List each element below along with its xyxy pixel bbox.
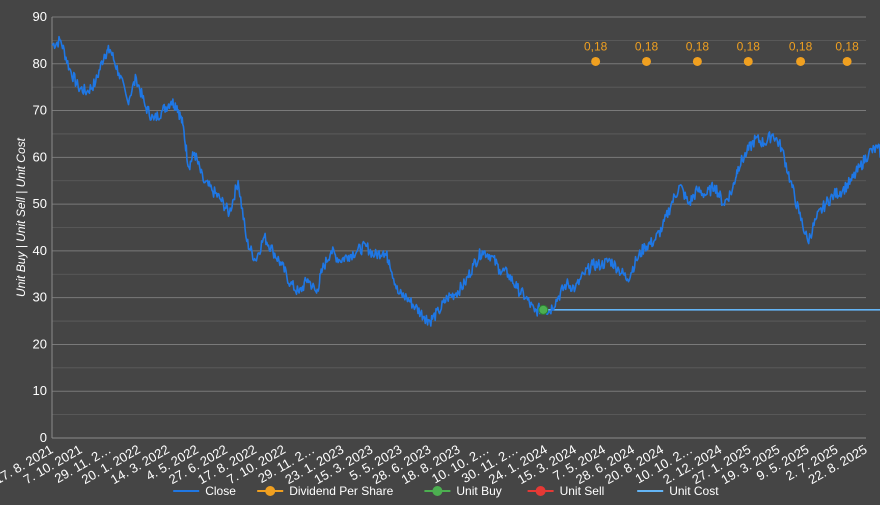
dividend-point (743, 56, 753, 66)
legend-item[interactable]: Unit Sell (527, 484, 605, 498)
dividend-data-label: 0,18 (635, 39, 659, 53)
legend-label: Unit Buy (456, 484, 501, 498)
legend-marker-icon (265, 486, 276, 496)
y-tick-label: 90 (33, 9, 47, 24)
dividend-data-label: 0,18 (789, 39, 813, 53)
y-tick-label: 50 (33, 196, 47, 211)
legend-marker-icon (535, 486, 546, 496)
legend-item[interactable]: Unit Buy (424, 484, 502, 498)
gridlines (51, 16, 866, 439)
y-tick-label: 70 (33, 103, 47, 118)
series-line-close (51, 35, 880, 327)
y-tick-label: 10 (33, 383, 47, 398)
y-tick-label: 20 (33, 336, 47, 351)
y-axis-label: Unit Buy | Unit Sell | Unit Cost (14, 137, 28, 297)
dividend-data-label: 0,18 (584, 39, 608, 53)
legend-item[interactable]: Dividend Per Share (257, 484, 394, 498)
y-tick-label: 60 (33, 149, 47, 164)
plot-area: 0,18 0,18 0,18 0,18 0,18 0,18 (51, 35, 880, 327)
y-tick-label: 30 (33, 290, 47, 305)
dividend-point (642, 56, 652, 66)
dividend-point (796, 56, 806, 66)
y-tick-label: 0 (40, 430, 47, 445)
legend-label: Close (205, 484, 236, 498)
dividend-data-label: 0,18 (686, 39, 710, 53)
dividend-point (591, 56, 601, 66)
dividend-point (692, 56, 702, 66)
y-tick-label: 80 (33, 56, 47, 71)
unit-buy-point (538, 304, 549, 315)
legend-label: Unit Cost (669, 484, 719, 498)
legend-label: Dividend Per Share (289, 484, 393, 498)
legend-marker-icon (432, 486, 443, 496)
legend: Close Dividend Per Share Unit Buy Unit Sell… (173, 484, 719, 498)
y-tick-label: 40 (33, 243, 47, 258)
dividend-data-label: 0,18 (737, 39, 761, 53)
legend-label: Unit Sell (560, 484, 605, 498)
legend-item[interactable]: Unit Cost (637, 484, 719, 498)
y-axis-ticks: 0 10 20 30 40 50 60 70 80 90 (33, 9, 47, 445)
legend-item[interactable]: Close (173, 484, 236, 498)
dividend-data-label: 0,18 (835, 39, 859, 53)
dividend-point (842, 56, 852, 66)
